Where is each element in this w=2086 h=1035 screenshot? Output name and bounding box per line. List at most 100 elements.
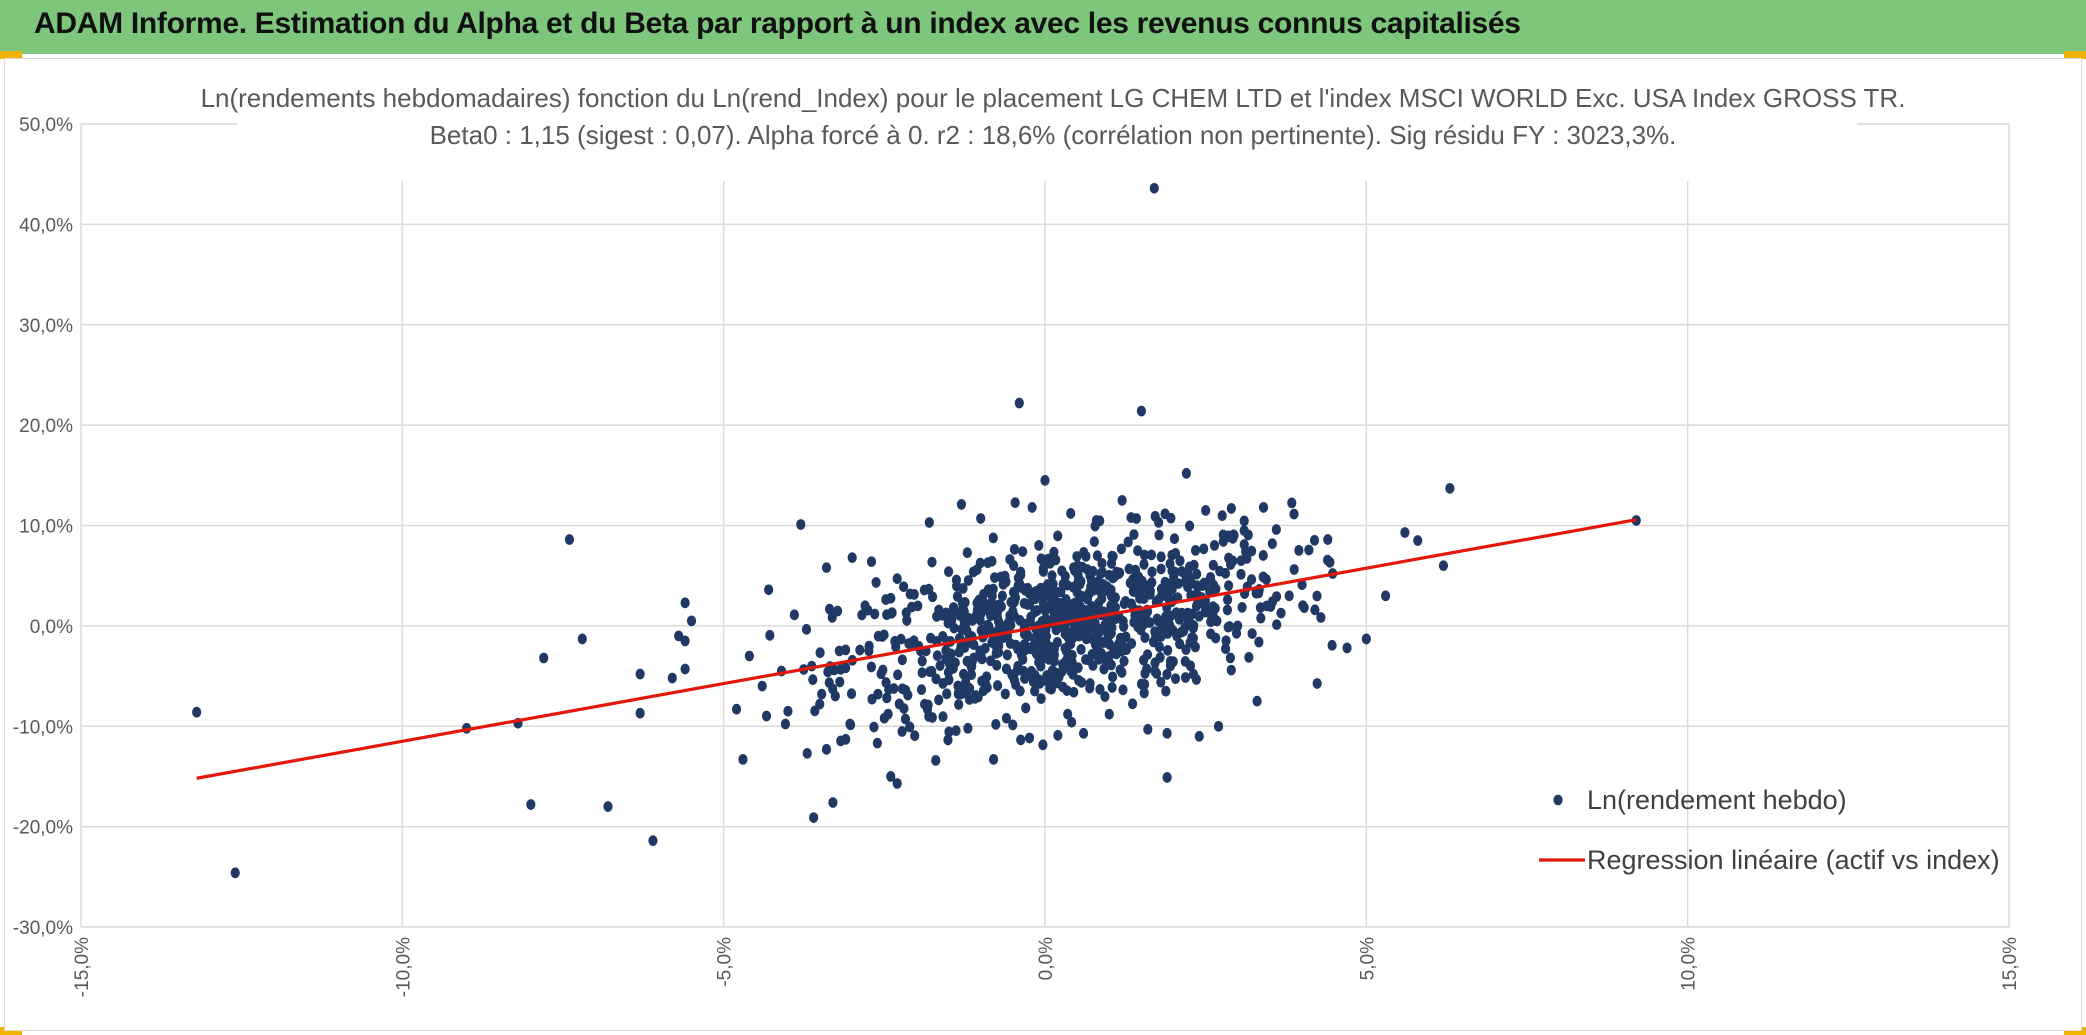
data-point <box>1247 628 1257 639</box>
data-point <box>1015 685 1025 697</box>
x-tick-label: 5,0% <box>1357 937 1378 980</box>
data-point <box>947 614 957 626</box>
data-point <box>944 566 954 578</box>
data-point <box>1049 546 1059 558</box>
data-point <box>1119 655 1129 667</box>
data-point <box>809 812 819 823</box>
data-point <box>1026 611 1036 623</box>
data-point <box>1201 505 1211 516</box>
data-point <box>988 532 998 544</box>
data-point <box>1266 601 1276 612</box>
chart-title: Ln(rendements hebdomadaires) fonction du… <box>201 83 1905 181</box>
data-point <box>1287 497 1297 509</box>
data-point <box>1016 734 1026 746</box>
data-point <box>1009 543 1020 555</box>
data-point <box>966 669 977 681</box>
data-point <box>802 747 812 759</box>
data-point <box>1189 559 1199 571</box>
data-point <box>1123 536 1133 548</box>
data-point <box>1044 589 1054 601</box>
data-point <box>731 703 742 715</box>
data-point <box>968 566 979 578</box>
data-point <box>944 726 954 738</box>
data-point <box>976 608 986 620</box>
data-point <box>900 713 911 725</box>
data-point <box>917 667 927 679</box>
data-point <box>1054 603 1065 614</box>
data-point <box>1161 685 1171 697</box>
data-point <box>1294 544 1304 556</box>
data-point <box>1085 678 1095 689</box>
data-point <box>1014 642 1025 653</box>
data-point <box>1224 621 1235 632</box>
data-point <box>1184 520 1195 532</box>
data-point <box>1226 503 1236 514</box>
corner-marker <box>0 51 22 59</box>
data-point <box>1075 608 1085 620</box>
data-point <box>1200 599 1210 611</box>
data-point <box>1038 566 1048 577</box>
data-point <box>230 867 240 879</box>
data-point <box>1316 612 1326 623</box>
data-point <box>879 629 889 641</box>
data-point <box>1061 643 1072 655</box>
data-point <box>744 650 754 662</box>
data-point <box>757 680 767 692</box>
data-point <box>1090 639 1101 650</box>
data-point <box>1052 636 1062 648</box>
data-point <box>1194 730 1204 742</box>
data-point <box>1154 641 1164 653</box>
data-point <box>1327 639 1337 651</box>
data-point <box>1010 497 1020 509</box>
data-point <box>1111 648 1121 660</box>
data-point <box>808 674 818 686</box>
data-point <box>886 771 896 782</box>
data-point <box>1129 529 1139 541</box>
data-point <box>1190 641 1200 653</box>
data-point <box>1141 612 1151 624</box>
data-point <box>1005 554 1015 565</box>
data-point <box>864 640 874 652</box>
data-point <box>1271 524 1281 535</box>
data-point <box>870 608 880 620</box>
data-point <box>1118 684 1128 696</box>
data-point <box>931 754 941 766</box>
data-point <box>738 753 748 765</box>
data-point <box>1289 508 1299 520</box>
data-point <box>897 726 907 737</box>
data-point <box>1215 565 1225 577</box>
data-point <box>1438 560 1449 572</box>
data-point <box>1091 515 1102 526</box>
data-point <box>917 655 927 667</box>
data-point <box>1074 675 1084 686</box>
data-point <box>909 588 919 600</box>
data-point <box>1228 532 1238 544</box>
data-point <box>1153 594 1164 606</box>
data-point <box>1255 602 1266 614</box>
data-point <box>1078 622 1088 634</box>
data-point <box>1400 527 1410 538</box>
data-point <box>796 519 806 530</box>
data-point <box>1106 584 1116 596</box>
data-point <box>1199 543 1209 555</box>
data-point <box>1127 698 1138 710</box>
data-point <box>1189 620 1199 632</box>
data-point <box>1445 482 1455 494</box>
data-point <box>942 688 952 700</box>
data-point <box>1024 732 1035 744</box>
data-point <box>789 609 799 621</box>
axis-labels: -30,0% -20,0% -10,0% 0,0% 10,0% 20,0% 30,0% 40,… <box>13 115 2021 997</box>
data-point <box>1272 619 1282 631</box>
data-point <box>1001 663 1012 675</box>
data-point <box>1093 598 1104 609</box>
data-point <box>1027 502 1037 513</box>
data-point <box>896 633 906 645</box>
data-point <box>1192 568 1202 580</box>
data-point <box>1381 590 1391 602</box>
data-point <box>1108 551 1118 562</box>
data-point <box>1142 663 1152 675</box>
data-point <box>1036 553 1046 565</box>
data-point <box>954 699 964 710</box>
data-point <box>1237 601 1247 613</box>
data-point <box>1153 615 1163 627</box>
